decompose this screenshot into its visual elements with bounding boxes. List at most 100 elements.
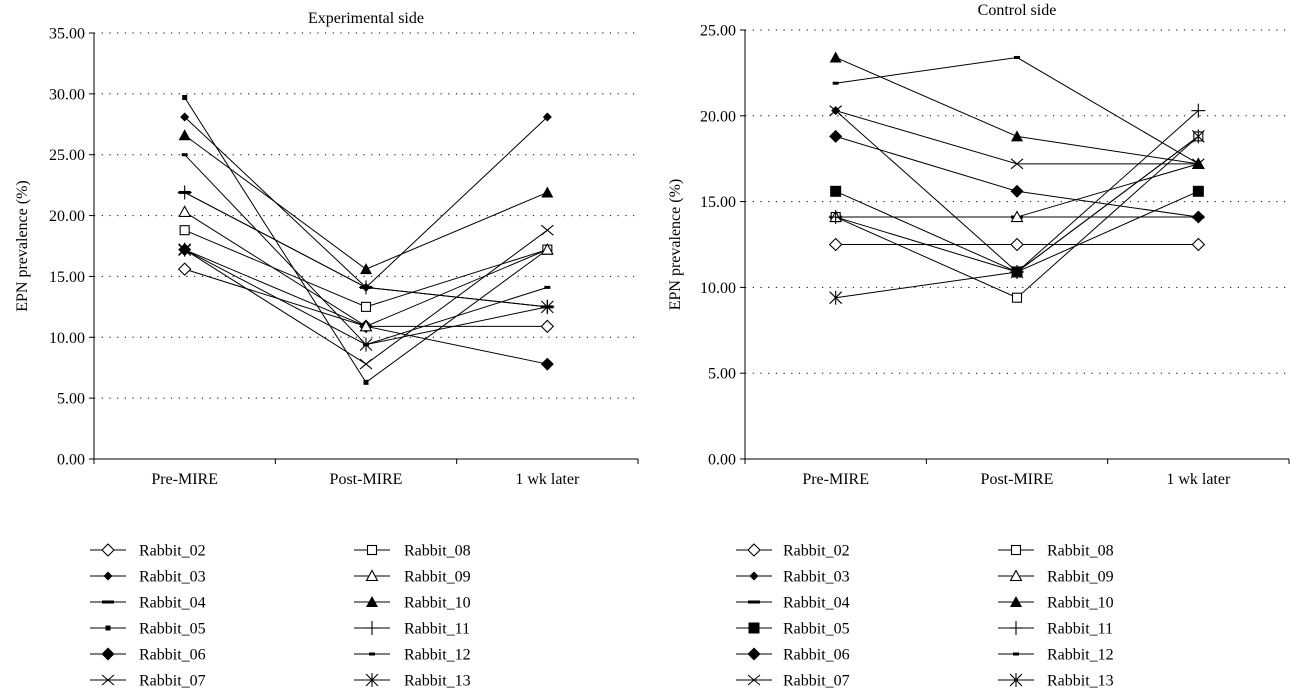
data-point	[540, 357, 554, 371]
experimental-side-chart: Experimental side 0.00 5.00 10.00 15.00 20.00…	[14, 10, 639, 690]
y-tick-label: 0.00	[708, 452, 736, 469]
data-point	[181, 153, 188, 157]
legend-label: Rabbit_07	[139, 673, 206, 690]
data-point	[829, 105, 843, 117]
y-tick-label: 20.00	[700, 108, 736, 125]
series-rabbit-11	[177, 185, 555, 314]
data-point	[1191, 103, 1206, 118]
legend-label: Rabbit_13	[404, 673, 471, 690]
legend-item: Rabbit_08	[998, 543, 1114, 560]
data-point	[1192, 185, 1204, 197]
legend-label: Rabbit_04	[139, 595, 206, 612]
data-point	[180, 112, 190, 122]
y-axis-label: EPN prevalence (%)	[667, 179, 684, 311]
data-point	[360, 301, 372, 312]
data-point	[828, 237, 843, 252]
series-line	[184, 116, 548, 289]
chart-title: Control side	[978, 2, 1057, 19]
legend-label: Rabbit_09	[404, 569, 471, 586]
legend-label: Rabbit_11	[404, 621, 470, 638]
data-point	[540, 243, 554, 255]
data-point	[177, 185, 192, 200]
legend-item: Rabbit_06	[90, 647, 206, 664]
data-point	[1014, 55, 1020, 59]
data-point	[829, 51, 842, 63]
legend-item: Rabbit_04	[90, 595, 206, 612]
legend-item: Rabbit_08	[354, 543, 471, 560]
series-rabbit-12	[181, 153, 551, 347]
data-point	[178, 242, 192, 257]
data-point	[359, 337, 373, 352]
data-point	[832, 81, 839, 85]
data-point	[829, 129, 843, 143]
data-point	[830, 185, 842, 197]
series-rabbit-13	[178, 242, 554, 352]
legend-label: Rabbit_10	[1047, 595, 1114, 612]
legend-item: Rabbit_11	[998, 621, 1113, 638]
legend-label: Rabbit_09	[1047, 569, 1114, 586]
legend-item: Rabbit_13	[354, 673, 471, 690]
data-point	[178, 129, 191, 141]
data-point	[177, 262, 192, 276]
legend-item: Rabbit_09	[354, 569, 471, 586]
y-tick-label: 25.00	[49, 147, 85, 164]
legend-item: Rabbit_13	[998, 673, 1114, 690]
legend-item: Rabbit_12	[998, 647, 1114, 664]
legend-label: Rabbit_02	[783, 543, 850, 560]
data-point	[1195, 162, 1202, 166]
series-line	[835, 56, 1199, 165]
legend-label: Rabbit_04	[783, 595, 850, 612]
data-point	[359, 358, 373, 370]
chart-title: Experimental side	[308, 10, 424, 27]
data-point	[1010, 237, 1024, 252]
data-point	[360, 263, 372, 275]
data-point	[1191, 237, 1206, 252]
legend-label: Rabbit_03	[783, 569, 850, 586]
x-tick-label: 1 wk later	[1166, 471, 1231, 488]
x-tick-label: Pre-MIRE	[802, 471, 869, 488]
control-side-chart: Control side 0.00 5.00 10.00 15.00 20.00 25.00…	[667, 2, 1290, 690]
series-rabbit-10	[178, 129, 554, 275]
data-point	[1011, 130, 1023, 142]
y-tick-label: 20.00	[49, 208, 85, 225]
legend-item: Rabbit_12	[354, 647, 471, 664]
x-tick-label: Pre-MIRE	[151, 471, 218, 488]
legend-item: Rabbit_10	[998, 595, 1114, 612]
data-point	[1010, 264, 1024, 279]
y-tick-label: 35.00	[49, 26, 85, 43]
legend-label: Rabbit_03	[139, 569, 206, 586]
y-tick-label: 0.00	[57, 452, 85, 469]
legend-item: Rabbit_07	[90, 673, 206, 690]
legend: Rabbit_02 Rabbit_03 Rabbit_04 Rabbit_05 Rabb…	[736, 543, 1114, 690]
legend-label: Rabbit_12	[1047, 647, 1114, 664]
legend-item: Rabbit_03	[736, 569, 850, 586]
x-tick-label: 1 wk later	[515, 471, 580, 488]
y-tick-label: 5.00	[708, 366, 736, 383]
data-point	[540, 224, 554, 236]
data-point	[179, 225, 190, 236]
series-rabbit-13	[829, 129, 1205, 305]
legend-label: Rabbit_06	[783, 647, 850, 664]
legend-label: Rabbit_07	[783, 673, 850, 690]
series-line	[184, 134, 548, 270]
legend-item: Rabbit_10	[354, 595, 471, 612]
legend-label: Rabbit_08	[404, 543, 471, 560]
legend-item: Rabbit_03	[90, 569, 206, 586]
y-tick-label: 5.00	[57, 391, 85, 408]
data-point	[182, 95, 188, 101]
legend-item: Rabbit_09	[998, 569, 1114, 586]
data-point	[1010, 184, 1024, 198]
legend-label: Rabbit_12	[404, 647, 471, 664]
legend-item: Rabbit_02	[736, 543, 850, 560]
legend-label: Rabbit_05	[139, 621, 206, 638]
data-point	[544, 285, 551, 289]
data-point	[828, 210, 843, 225]
x-tick-label: Post-MIRE	[330, 471, 403, 488]
legend-label: Rabbit_10	[404, 595, 471, 612]
y-axis-label: EPN prevalence (%)	[14, 180, 31, 312]
data-point	[178, 205, 192, 217]
data-point	[359, 319, 373, 332]
legend: Rabbit_02 Rabbit_03 Rabbit_04 Rabbit_05 Rabb…	[90, 543, 471, 690]
legend-item: Rabbit_06	[736, 647, 850, 664]
